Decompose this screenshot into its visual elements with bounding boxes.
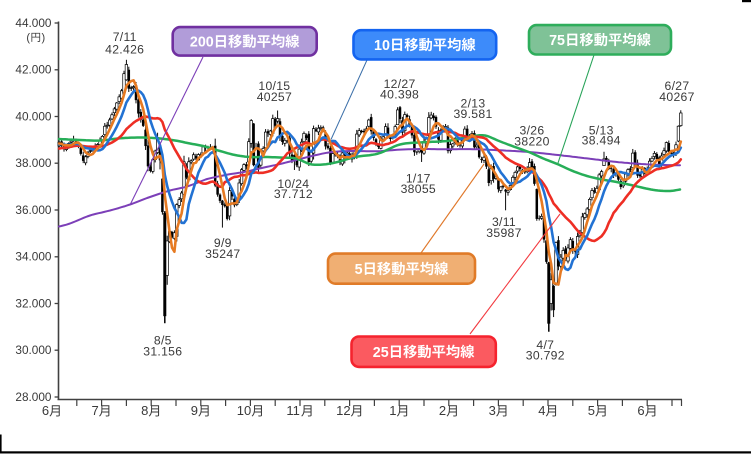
svg-text:2/13: 2/13 xyxy=(461,97,486,111)
svg-text:2: 2 xyxy=(439,403,446,418)
svg-text:32.000: 32.000 xyxy=(15,296,52,310)
svg-text:44.000: 44.000 xyxy=(15,16,52,30)
svg-text:8/5: 8/5 xyxy=(154,333,172,347)
svg-text:38.494: 38.494 xyxy=(582,134,621,148)
svg-text:7: 7 xyxy=(92,403,99,418)
svg-text:5: 5 xyxy=(355,262,363,278)
svg-text:10: 10 xyxy=(374,38,390,54)
svg-text:75: 75 xyxy=(549,33,565,49)
svg-text:9/9: 9/9 xyxy=(214,236,232,250)
svg-text:40.000: 40.000 xyxy=(15,109,52,123)
svg-text:(: ( xyxy=(26,32,30,44)
svg-text:8: 8 xyxy=(141,403,148,418)
svg-text:12/27: 12/27 xyxy=(384,77,416,91)
svg-text:31.156: 31.156 xyxy=(143,345,182,359)
svg-text:7/11: 7/11 xyxy=(113,30,137,44)
svg-text:40267: 40267 xyxy=(659,90,694,104)
svg-text:3/11: 3/11 xyxy=(492,215,516,229)
svg-text:38.000: 38.000 xyxy=(15,156,52,170)
svg-text:5/13: 5/13 xyxy=(589,123,614,137)
svg-text:3/26: 3/26 xyxy=(520,124,545,138)
svg-text:10/15: 10/15 xyxy=(258,79,290,93)
svg-text:9: 9 xyxy=(191,403,198,418)
svg-text:40257: 40257 xyxy=(257,90,292,104)
svg-text:38055: 38055 xyxy=(401,182,436,196)
svg-text:34.000: 34.000 xyxy=(15,250,52,264)
svg-text:5: 5 xyxy=(588,403,595,418)
svg-text:38220: 38220 xyxy=(514,134,549,148)
svg-text:42.426: 42.426 xyxy=(105,42,144,56)
svg-text:25: 25 xyxy=(373,345,389,361)
svg-text:35247: 35247 xyxy=(205,247,240,261)
svg-text:200: 200 xyxy=(190,35,214,51)
svg-text:30.792: 30.792 xyxy=(526,349,565,363)
svg-text:10/24: 10/24 xyxy=(277,177,309,191)
svg-text:10: 10 xyxy=(237,403,251,418)
svg-text:6/27: 6/27 xyxy=(665,79,690,93)
svg-text:39.581: 39.581 xyxy=(453,107,492,121)
svg-text:37.712: 37.712 xyxy=(274,187,313,201)
svg-text:): ) xyxy=(42,32,46,44)
svg-text:4: 4 xyxy=(538,403,545,418)
svg-text:11: 11 xyxy=(286,403,300,418)
svg-text:6: 6 xyxy=(42,403,49,418)
svg-text:6: 6 xyxy=(637,403,644,418)
svg-text:40.398: 40.398 xyxy=(380,87,419,101)
svg-text:30.000: 30.000 xyxy=(15,343,52,357)
svg-text:36.000: 36.000 xyxy=(15,203,52,217)
svg-text:1/17: 1/17 xyxy=(406,172,431,186)
svg-text:1: 1 xyxy=(389,403,396,418)
svg-text:12: 12 xyxy=(336,403,350,418)
svg-text:3: 3 xyxy=(489,403,496,418)
svg-text:28.000: 28.000 xyxy=(15,390,52,404)
svg-text:4/7: 4/7 xyxy=(536,338,554,352)
svg-text:35987: 35987 xyxy=(486,226,521,240)
svg-text:42.000: 42.000 xyxy=(15,63,52,77)
